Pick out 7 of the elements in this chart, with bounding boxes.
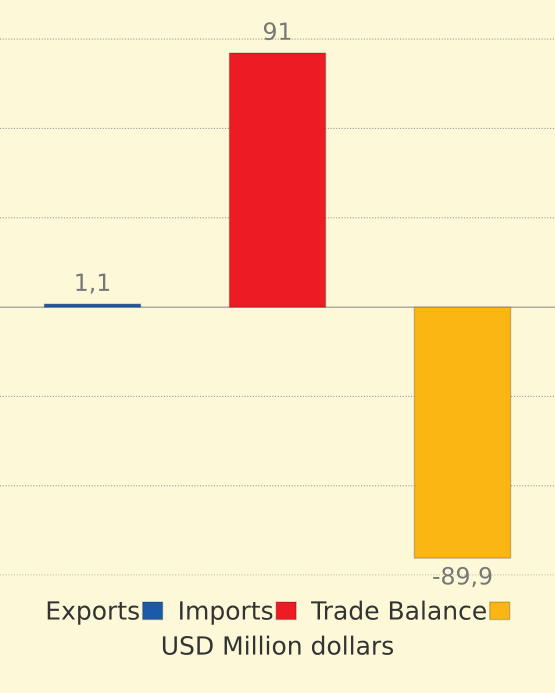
data-label: -89,9 xyxy=(433,566,492,588)
legend-label: Trade Balance xyxy=(311,600,486,620)
data-label: 1,1 xyxy=(76,274,110,294)
legend-label: Imports xyxy=(180,601,272,625)
x-axis-title: USD Million dollars xyxy=(162,636,394,655)
legend-label: Exports xyxy=(48,601,139,625)
data-label: 91 xyxy=(264,22,290,40)
